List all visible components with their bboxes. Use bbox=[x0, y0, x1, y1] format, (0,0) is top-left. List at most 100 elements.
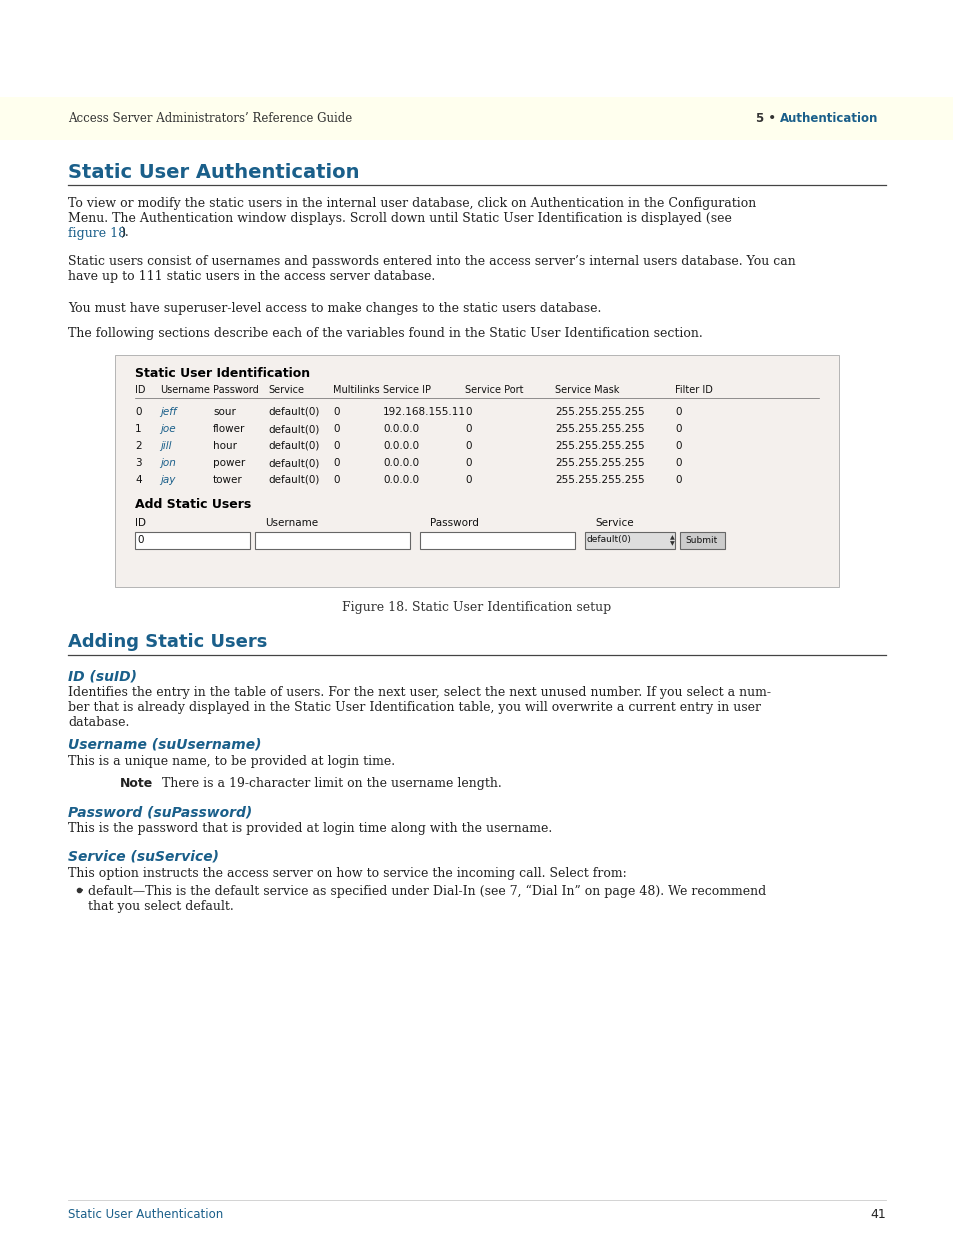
Text: Static User Authentication: Static User Authentication bbox=[68, 1208, 223, 1221]
Text: ID: ID bbox=[135, 385, 146, 395]
Text: power: power bbox=[213, 458, 245, 468]
Text: 0: 0 bbox=[137, 535, 143, 545]
Text: hour: hour bbox=[213, 441, 236, 451]
Text: default—This is the default service as specified under Dial-In (see 7, “Dial In”: default—This is the default service as s… bbox=[88, 885, 765, 898]
Text: 255.255.255.255: 255.255.255.255 bbox=[555, 441, 644, 451]
Text: 192.168.155.11: 192.168.155.11 bbox=[382, 408, 465, 417]
Text: 0: 0 bbox=[333, 424, 339, 433]
Text: ▲
▼: ▲ ▼ bbox=[669, 535, 674, 546]
Text: Static User Identification: Static User Identification bbox=[135, 367, 310, 380]
Text: 255.255.255.255: 255.255.255.255 bbox=[555, 424, 644, 433]
Text: Multilinks: Multilinks bbox=[333, 385, 379, 395]
Text: database.: database. bbox=[68, 716, 130, 729]
Text: 2: 2 bbox=[135, 441, 141, 451]
Bar bbox=[679, 532, 724, 550]
Text: This is a unique name, to be provided at login time.: This is a unique name, to be provided at… bbox=[68, 755, 395, 768]
Text: 0: 0 bbox=[333, 475, 339, 485]
Text: Authentication: Authentication bbox=[780, 112, 878, 125]
Text: 0: 0 bbox=[333, 441, 339, 451]
Text: 0: 0 bbox=[675, 408, 680, 417]
Text: 0: 0 bbox=[464, 458, 471, 468]
Text: This option instructs the access server on how to service the incoming call. Sel: This option instructs the access server … bbox=[68, 867, 626, 881]
Text: 4: 4 bbox=[135, 475, 141, 485]
Text: jon: jon bbox=[160, 458, 175, 468]
Text: Adding Static Users: Adding Static Users bbox=[68, 634, 267, 651]
Text: ID: ID bbox=[135, 517, 146, 529]
Bar bbox=[419, 532, 575, 550]
Text: 0.0.0.0: 0.0.0.0 bbox=[382, 424, 418, 433]
Text: 0: 0 bbox=[333, 458, 339, 468]
Text: Password (suPassword): Password (suPassword) bbox=[68, 805, 252, 819]
Text: Static User Authentication: Static User Authentication bbox=[68, 163, 359, 182]
Text: Username: Username bbox=[265, 517, 317, 529]
Text: 3: 3 bbox=[135, 458, 141, 468]
Text: Service Mask: Service Mask bbox=[555, 385, 618, 395]
Text: 0: 0 bbox=[675, 441, 680, 451]
Text: default(0): default(0) bbox=[268, 458, 319, 468]
Text: The following sections describe each of the variables found in the Static User I: The following sections describe each of … bbox=[68, 327, 702, 340]
Text: 0.0.0.0: 0.0.0.0 bbox=[382, 475, 418, 485]
Text: default(0): default(0) bbox=[268, 441, 319, 451]
Text: ID (suID): ID (suID) bbox=[68, 669, 137, 683]
Bar bbox=[115, 354, 838, 587]
Text: 0: 0 bbox=[464, 441, 471, 451]
Text: 41: 41 bbox=[869, 1208, 885, 1221]
Text: Filter ID: Filter ID bbox=[675, 385, 712, 395]
Text: default(0): default(0) bbox=[268, 424, 319, 433]
Text: Service: Service bbox=[595, 517, 633, 529]
Text: You must have superuser-level access to make changes to the static users databas: You must have superuser-level access to … bbox=[68, 303, 600, 315]
Text: Service (suService): Service (suService) bbox=[68, 850, 219, 864]
Text: 0: 0 bbox=[464, 424, 471, 433]
Text: ber that is already displayed in the Static User Identification table, you will : ber that is already displayed in the Sta… bbox=[68, 701, 760, 714]
Text: Service: Service bbox=[268, 385, 304, 395]
Text: Static users consist of usernames and passwords entered into the access server’s: Static users consist of usernames and pa… bbox=[68, 254, 795, 268]
Text: 0: 0 bbox=[333, 408, 339, 417]
Text: sour: sour bbox=[213, 408, 235, 417]
Text: 0.0.0.0: 0.0.0.0 bbox=[382, 458, 418, 468]
Text: 5 •: 5 • bbox=[755, 112, 780, 125]
Text: figure 18: figure 18 bbox=[68, 227, 126, 240]
Text: Note: Note bbox=[120, 777, 153, 790]
Text: 0: 0 bbox=[675, 458, 680, 468]
Text: To view or modify the static users in the internal user database, click on Authe: To view or modify the static users in th… bbox=[68, 198, 756, 210]
Text: 0.0.0.0: 0.0.0.0 bbox=[382, 441, 418, 451]
Text: Password: Password bbox=[430, 517, 478, 529]
Text: Password: Password bbox=[213, 385, 258, 395]
Text: Submit: Submit bbox=[685, 536, 718, 545]
Text: Add Static Users: Add Static Users bbox=[135, 498, 251, 511]
Text: 255.255.255.255: 255.255.255.255 bbox=[555, 458, 644, 468]
Text: 0: 0 bbox=[464, 408, 471, 417]
Text: default(0): default(0) bbox=[268, 408, 319, 417]
Text: There is a 19-character limit on the username length.: There is a 19-character limit on the use… bbox=[162, 777, 501, 790]
Bar bbox=[254, 532, 410, 550]
Text: Access Server Administrators’ Reference Guide: Access Server Administrators’ Reference … bbox=[68, 112, 352, 125]
Text: Username: Username bbox=[160, 385, 210, 395]
Text: This is the password that is provided at login time along with the username.: This is the password that is provided at… bbox=[68, 823, 552, 835]
Text: have up to 111 static users in the access server database.: have up to 111 static users in the acces… bbox=[68, 270, 435, 283]
Text: jay: jay bbox=[160, 475, 175, 485]
Text: ).: ). bbox=[120, 227, 129, 240]
Text: Identifies the entry in the table of users. For the next user, select the next u: Identifies the entry in the table of use… bbox=[68, 685, 770, 699]
Text: 255.255.255.255: 255.255.255.255 bbox=[555, 408, 644, 417]
Text: tower: tower bbox=[213, 475, 242, 485]
Text: default(0): default(0) bbox=[268, 475, 319, 485]
Text: that you select default.: that you select default. bbox=[88, 900, 233, 913]
Text: Service Port: Service Port bbox=[464, 385, 523, 395]
Text: Menu. The Authentication window displays. Scroll down until Static User Identifi: Menu. The Authentication window displays… bbox=[68, 212, 731, 225]
Bar bbox=[0, 98, 953, 140]
Text: 1: 1 bbox=[135, 424, 141, 433]
Text: 255.255.255.255: 255.255.255.255 bbox=[555, 475, 644, 485]
Text: 0: 0 bbox=[675, 475, 680, 485]
Bar bbox=[584, 532, 675, 550]
Bar bbox=[135, 532, 250, 550]
Text: jeff: jeff bbox=[160, 408, 176, 417]
Text: 0: 0 bbox=[464, 475, 471, 485]
Text: 0: 0 bbox=[675, 424, 680, 433]
Text: Username (suUsername): Username (suUsername) bbox=[68, 739, 261, 752]
Text: jill: jill bbox=[160, 441, 172, 451]
Text: Figure 18. Static User Identification setup: Figure 18. Static User Identification se… bbox=[342, 601, 611, 614]
Text: Service IP: Service IP bbox=[382, 385, 431, 395]
Text: flower: flower bbox=[213, 424, 245, 433]
Text: joe: joe bbox=[160, 424, 175, 433]
Text: default(0): default(0) bbox=[586, 535, 631, 543]
